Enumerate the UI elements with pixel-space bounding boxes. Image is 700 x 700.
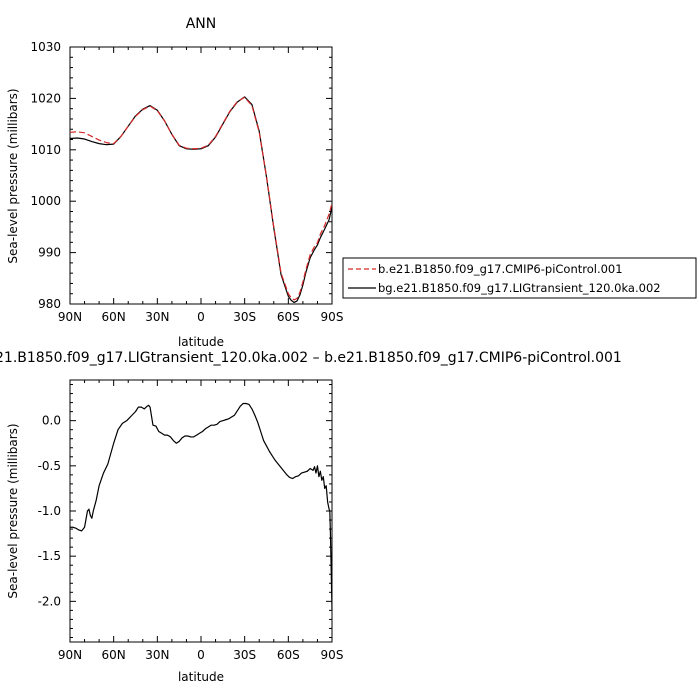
bottom-series-lines — [70, 402, 333, 611]
x-tick-label: 0 — [197, 310, 205, 324]
x-tick-label: 30N — [145, 310, 169, 324]
bottom-axis-ticks — [69, 380, 333, 642]
legend: b.e21.B1850.f09_g17.CMIP6-piControl.001 … — [342, 257, 697, 299]
bottom-y-axis-label: Sea-level pressure (millibars) — [6, 423, 20, 598]
x-tick-label: 90N — [58, 310, 82, 324]
y-tick-label: 0.0 — [42, 414, 61, 428]
y-tick-label: -2.0 — [38, 594, 61, 608]
top-axis-ticks — [69, 46, 333, 305]
x-tick-label: 60S — [277, 310, 300, 324]
x-tick-label: 90N — [58, 648, 82, 662]
legend-label-ligtransient: bg.e21.B1850.f09_g17.LIGtransient_120.0k… — [378, 281, 661, 295]
top-plot-frame — [69, 46, 333, 305]
legend-box — [342, 257, 697, 299]
top-series-lines — [69, 96, 333, 304]
y-tick-label: 1030 — [30, 40, 61, 54]
x-tick-label: 30S — [233, 648, 256, 662]
x-tick-label: 30S — [233, 310, 256, 324]
y-tick-label: 1000 — [30, 194, 61, 208]
y-tick-label: 1010 — [30, 143, 61, 157]
legend-label-picontrol: b.e21.B1850.f09_g17.CMIP6-piControl.001 — [378, 262, 623, 276]
x-tick-label: 60N — [102, 648, 126, 662]
y-tick-label: -1.0 — [38, 504, 61, 518]
top-chart-title: ANN — [186, 16, 217, 32]
top-x-tick-labels: 90N 60N 30N 0 30S 60S 90S — [58, 310, 344, 324]
bottom-x-tick-labels: 90N 60N 30N 0 30S 60S 90S — [58, 648, 344, 662]
top-x-axis-label: latitude — [178, 335, 224, 349]
x-tick-label: 60N — [102, 310, 126, 324]
y-tick-label: 980 — [38, 297, 61, 311]
bottom-x-axis-label: latitude — [178, 670, 224, 684]
x-tick-label: 90S — [321, 648, 344, 662]
bottom-panel: bg.e21.B1850.f09_g17.LIGtransient_120.0k… — [0, 350, 622, 684]
series-line — [69, 96, 333, 301]
x-tick-label: 0 — [197, 648, 205, 662]
top-y-tick-labels: 980 990 1000 1010 1020 1030 — [30, 40, 61, 311]
series-line — [69, 96, 333, 304]
y-tick-label: -1.5 — [38, 549, 61, 563]
x-tick-label: 60S — [277, 648, 300, 662]
y-tick-label: 1020 — [30, 91, 61, 105]
series-line — [70, 402, 333, 611]
x-tick-label: 90S — [321, 310, 344, 324]
bottom-chart-title: bg.e21.B1850.f09_g17.LIGtransient_120.0k… — [0, 350, 622, 366]
top-panel: ANN 980 990 1000 1010 1020 1030 90N 60N 30N 0 30S… — [6, 16, 343, 349]
bottom-plot-frame — [69, 379, 333, 643]
bottom-y-tick-labels: -2.0 -1.5 -1.0 -0.5 0.0 — [38, 414, 61, 609]
x-tick-label: 30N — [145, 648, 169, 662]
y-tick-label: 990 — [38, 246, 61, 260]
y-tick-label: -0.5 — [38, 459, 61, 473]
top-y-axis-label: Sea-level pressure (millibars) — [6, 88, 20, 263]
